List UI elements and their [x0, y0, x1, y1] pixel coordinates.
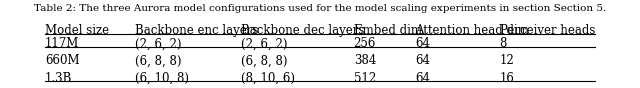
Text: 1.3B: 1.3B: [45, 72, 72, 85]
Text: (2, 6, 2): (2, 6, 2): [241, 37, 288, 50]
Text: Perceiver heads: Perceiver heads: [499, 24, 595, 37]
Text: (6, 10, 8): (6, 10, 8): [135, 72, 189, 85]
Text: (6, 8, 8): (6, 8, 8): [241, 54, 288, 67]
Text: 64: 64: [415, 72, 430, 85]
Text: 64: 64: [415, 37, 430, 50]
Text: (2, 6, 2): (2, 6, 2): [135, 37, 181, 50]
Text: Embed dim: Embed dim: [354, 24, 422, 37]
Text: 384: 384: [354, 54, 376, 67]
Text: Model size: Model size: [45, 24, 109, 37]
Text: 117M: 117M: [45, 37, 79, 50]
Text: 8: 8: [499, 37, 507, 50]
Text: 64: 64: [415, 54, 430, 67]
Text: 16: 16: [499, 72, 515, 85]
Text: Table 2: The three Aurora model configurations used for the model scaling experi: Table 2: The three Aurora model configur…: [34, 4, 606, 13]
Text: (6, 8, 8): (6, 8, 8): [135, 54, 181, 67]
Text: (8, 10, 6): (8, 10, 6): [241, 72, 296, 85]
Text: Attention head dim: Attention head dim: [415, 24, 529, 37]
Text: 256: 256: [354, 37, 376, 50]
Text: Backbone enc layers: Backbone enc layers: [135, 24, 259, 37]
Text: 512: 512: [354, 72, 376, 85]
Text: Backbone dec layers: Backbone dec layers: [241, 24, 365, 37]
Text: 12: 12: [499, 54, 515, 67]
Text: 660M: 660M: [45, 54, 80, 67]
